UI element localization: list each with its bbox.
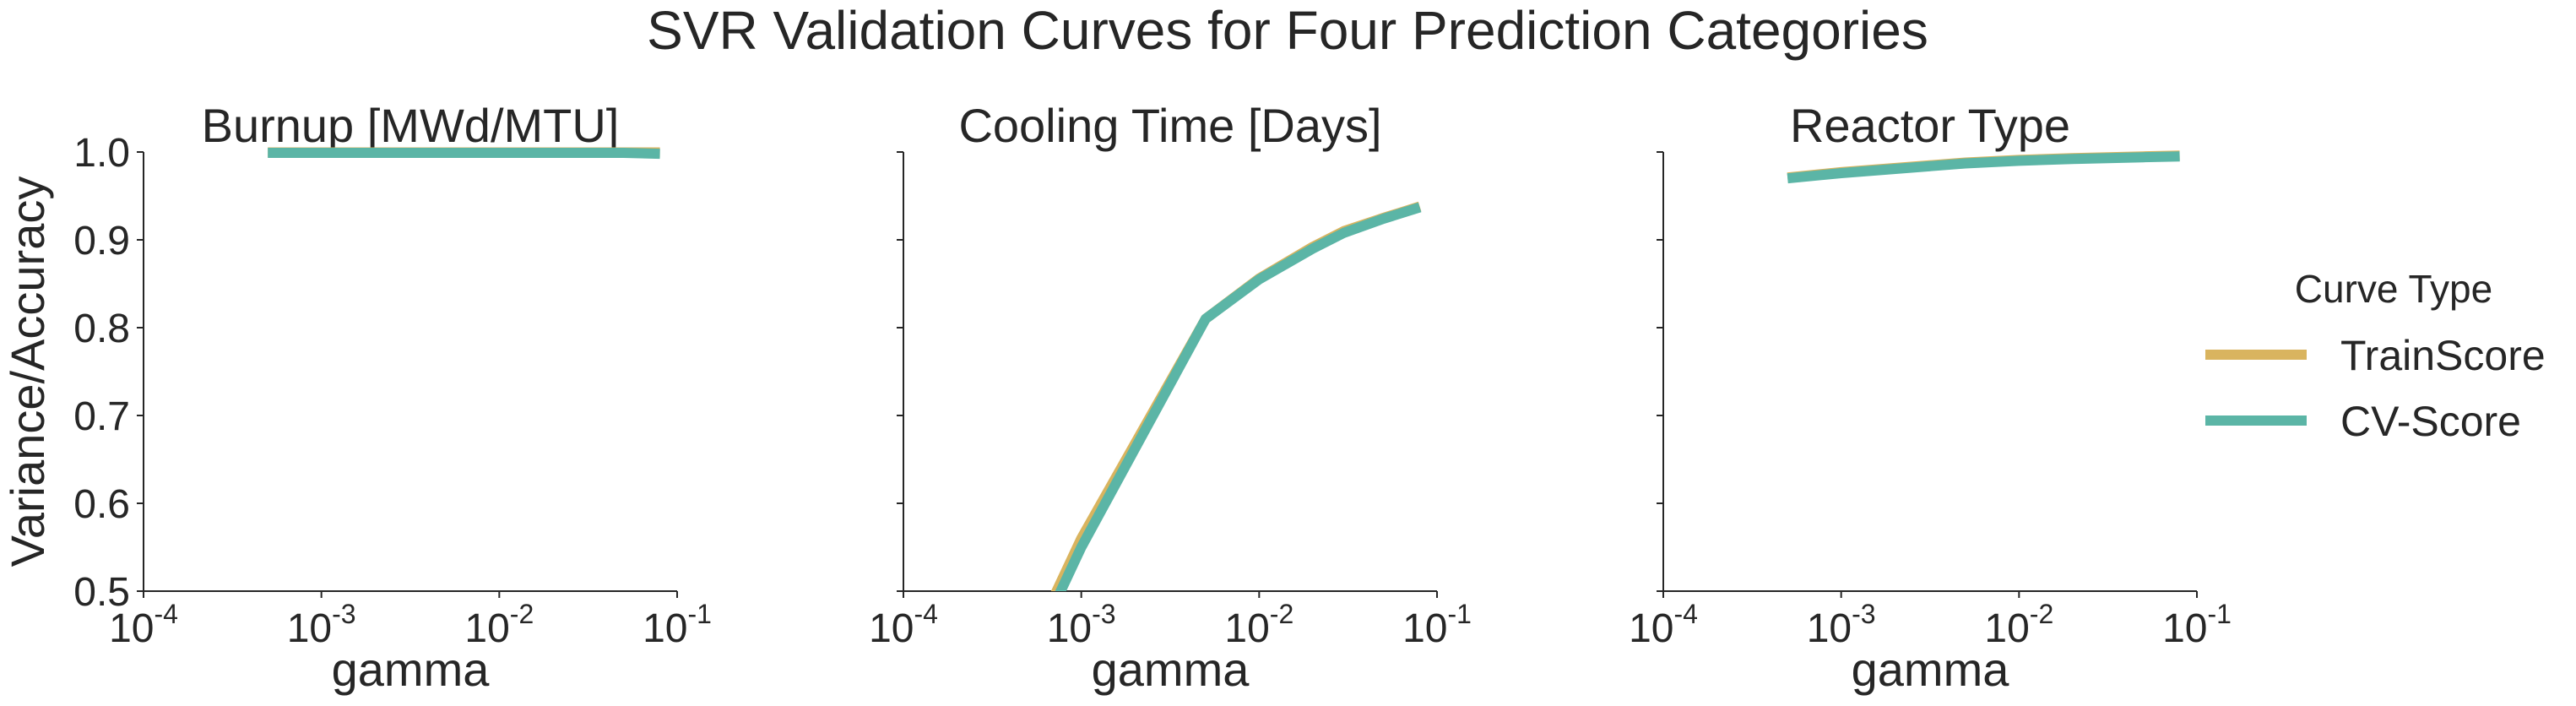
panel-3: Reactor Type 10-4 10-3 10-2 10-1 gamma: [1629, 99, 2232, 696]
panel-1: Burnup [MWd/MTU] 0.5 0.6 0.7 0.8 0.9 1.0 10-4 10…: [73, 99, 712, 696]
x-tick-label: 10-2: [1984, 599, 2053, 651]
y-tick-label: 0.8: [73, 307, 130, 351]
panel-title: Burnup [MWd/MTU]: [202, 99, 620, 152]
y-tick-label: 0.9: [73, 219, 130, 263]
x-tick-label: 10-4: [109, 599, 178, 651]
figure-title: SVR Validation Curves for Four Predictio…: [647, 0, 1928, 61]
y-tick-label: 0.6: [73, 482, 130, 527]
x-tick-label: 10-2: [464, 599, 534, 651]
series-line-trainscore: [1050, 201, 1422, 591]
x-tick-label: 10-4: [1629, 599, 1698, 651]
x-tick-label: 10-4: [869, 599, 938, 651]
x-axis-label: gamma: [332, 643, 491, 696]
x-tick-label: 10-1: [2162, 599, 2232, 651]
panel-2: Cooling Time [Days] 10-4 10-3 10-2 10-1 gamma: [869, 99, 1472, 696]
panels-group: Burnup [MWd/MTU] 0.5 0.6 0.7 0.8 0.9 1.0 10-4 10…: [73, 99, 2232, 696]
series-group: [268, 147, 660, 160]
series-line-cv-score: [1055, 202, 1422, 591]
legend: Curve Type TrainScore CV-Score: [2205, 267, 2546, 445]
panel-title: Reactor Type: [1790, 99, 2070, 152]
series-group: [1787, 150, 2180, 184]
x-tick-label: 10-1: [1402, 599, 1472, 651]
panel-title: Cooling Time [Days]: [958, 99, 1381, 152]
legend-title: Curve Type: [2295, 267, 2492, 311]
x-axis-label: gamma: [1092, 643, 1250, 696]
x-axis-label: gamma: [1852, 643, 2010, 696]
y-tick-label: 1.0: [73, 131, 130, 176]
series-line-cv-score: [1787, 151, 2180, 184]
y-tick-label: 0.5: [73, 570, 130, 615]
legend-label: TrainScore: [2340, 332, 2546, 379]
x-tick-label: 10-3: [1807, 599, 1876, 651]
x-tick-label: 10-1: [643, 599, 712, 651]
y-axis-label: Variance/Accuracy: [1, 176, 54, 568]
y-tick-label: 0.7: [73, 394, 130, 439]
legend-label: CV-Score: [2340, 398, 2521, 445]
x-tick-label: 10-3: [287, 599, 356, 651]
series-group: [1050, 201, 1422, 591]
x-tick-label: 10-2: [1224, 599, 1293, 651]
x-tick-label: 10-3: [1047, 599, 1116, 651]
series-line-cv-score: [268, 148, 660, 160]
